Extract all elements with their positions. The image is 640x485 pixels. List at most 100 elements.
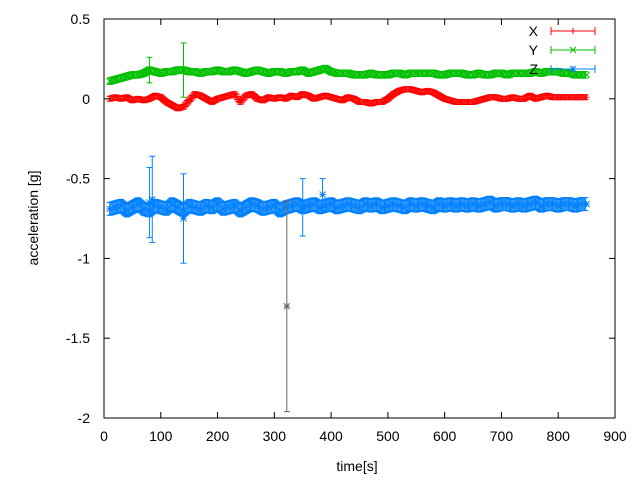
data-point	[435, 200, 443, 208]
data-point	[151, 202, 159, 210]
data-point	[424, 69, 431, 77]
data-point	[208, 203, 216, 211]
data-point	[509, 69, 517, 77]
data-point	[452, 202, 460, 210]
data-point	[418, 200, 426, 208]
data-point	[231, 66, 238, 74]
data-point	[481, 200, 488, 208]
data-point	[276, 207, 284, 214]
data-point	[140, 69, 148, 77]
data-point	[452, 69, 460, 77]
data-point	[214, 200, 221, 208]
data-point	[543, 200, 551, 208]
data-point	[293, 68, 301, 76]
data-point	[537, 202, 545, 210]
data-point	[197, 69, 204, 77]
data-point	[333, 203, 341, 211]
data-point	[146, 66, 153, 74]
data-point	[270, 202, 278, 210]
data-point	[202, 202, 210, 210]
data-point	[344, 200, 352, 208]
data-point	[265, 203, 273, 211]
data-point	[356, 71, 363, 79]
data-point	[429, 69, 437, 77]
data-point	[157, 69, 165, 77]
data-point	[509, 202, 517, 210]
y-tick-label: -1.5	[66, 330, 90, 346]
data-point	[259, 205, 267, 213]
data-point	[282, 203, 290, 211]
data-point	[185, 68, 193, 76]
data-point	[373, 71, 380, 79]
data-point	[373, 200, 380, 208]
data-point	[180, 215, 187, 222]
series-Y	[106, 42, 590, 98]
data-point	[151, 68, 159, 76]
legend-marker	[569, 65, 577, 73]
data-point	[549, 68, 556, 76]
data-point	[583, 200, 590, 208]
data-point	[333, 69, 341, 77]
x-tick-label: 900	[603, 428, 627, 444]
data-point	[378, 71, 386, 79]
data-point	[367, 202, 375, 210]
data-point	[361, 200, 369, 208]
data-point	[259, 68, 267, 76]
data-point	[231, 202, 238, 210]
data-point	[532, 68, 539, 76]
data-point	[134, 71, 142, 79]
data-point	[316, 66, 324, 74]
data-point	[242, 69, 250, 77]
data-point	[367, 69, 375, 77]
data-point	[270, 68, 278, 76]
data-point	[185, 202, 193, 210]
y-tick-label: 0	[82, 91, 90, 107]
x-axis-label: time[s]	[336, 458, 377, 474]
data-point	[219, 205, 227, 213]
legend-marker	[569, 46, 577, 54]
data-point	[140, 205, 148, 213]
x-tick-label: 200	[206, 428, 230, 444]
y-tick-label: -1	[78, 250, 91, 266]
data-point	[549, 200, 556, 208]
y-tick-label: -2	[78, 410, 91, 426]
data-point	[305, 69, 312, 77]
data-point	[163, 205, 170, 213]
data-point	[174, 66, 182, 74]
data-point	[412, 202, 420, 210]
data-point	[248, 68, 255, 76]
data-point	[475, 69, 483, 77]
legend-label-X: X	[529, 23, 539, 39]
data-point	[492, 69, 500, 77]
data-point	[429, 203, 437, 211]
data-point	[299, 66, 307, 74]
data-point	[498, 200, 505, 208]
data-point	[174, 203, 182, 211]
data-point	[129, 203, 136, 211]
series-X	[106, 86, 590, 112]
data-point	[469, 71, 477, 79]
data-point	[327, 68, 335, 76]
data-point	[378, 203, 386, 211]
data-point	[543, 68, 551, 76]
data-point	[168, 68, 176, 76]
data-point	[310, 200, 318, 208]
data-point	[441, 71, 449, 79]
data-point	[191, 68, 199, 76]
data-point	[322, 65, 329, 72]
data-point	[435, 71, 443, 79]
data-point	[571, 71, 579, 79]
x-tick-label: 600	[433, 428, 457, 444]
data-point	[554, 68, 562, 76]
data-point	[219, 68, 227, 76]
data-point	[356, 203, 363, 211]
data-point	[526, 69, 534, 77]
data-point	[498, 69, 505, 77]
data-point	[566, 200, 573, 208]
data-point	[384, 71, 392, 79]
data-point	[117, 74, 125, 82]
data-point	[339, 69, 346, 77]
data-point	[327, 200, 335, 208]
x-tick-label: 0	[100, 428, 108, 444]
data-point	[293, 200, 301, 208]
